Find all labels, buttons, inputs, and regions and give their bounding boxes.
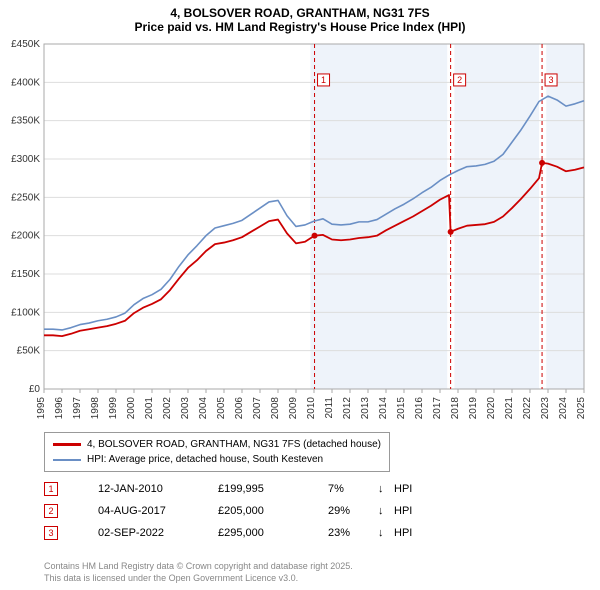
svg-text:2005: 2005 (216, 397, 227, 420)
marker-row: 2 04-AUG-2017£205,00029%↓HPI (44, 500, 424, 522)
svg-text:£50K: £50K (17, 346, 41, 357)
footer-line2: This data is licensed under the Open Gov… (44, 572, 353, 584)
svg-text:1999: 1999 (108, 397, 119, 420)
svg-text:2012: 2012 (342, 397, 353, 420)
down-arrow-icon: ↓ (378, 483, 394, 495)
svg-text:2002: 2002 (162, 397, 173, 420)
title-area: 4, BOLSOVER ROAD, GRANTHAM, NG31 7FS Pri… (0, 0, 600, 36)
svg-text:2011: 2011 (324, 397, 335, 419)
chart-container: 4, BOLSOVER ROAD, GRANTHAM, NG31 7FS Pri… (0, 0, 600, 590)
marker-suffix: HPI (394, 505, 424, 517)
svg-text:2010: 2010 (306, 397, 317, 420)
marker-price: £295,000 (218, 527, 328, 539)
svg-text:1998: 1998 (90, 397, 101, 420)
title-line2: Price paid vs. HM Land Registry's House … (0, 20, 600, 34)
marker-price: £205,000 (218, 505, 328, 517)
down-arrow-icon: ↓ (378, 505, 394, 517)
legend-swatch-price-paid (53, 443, 81, 446)
svg-text:£300K: £300K (11, 154, 40, 165)
marker-id-box: 3 (44, 526, 58, 540)
svg-text:2007: 2007 (252, 397, 263, 420)
svg-text:£250K: £250K (11, 192, 40, 203)
svg-text:2023: 2023 (540, 397, 551, 420)
svg-text:£400K: £400K (11, 77, 40, 88)
svg-text:2001: 2001 (144, 397, 155, 420)
svg-text:2016: 2016 (414, 397, 425, 420)
svg-text:2009: 2009 (288, 397, 299, 420)
legend-label-hpi: HPI: Average price, detached house, Sout… (87, 452, 323, 467)
marker-row: 1 12-JAN-2010£199,9957%↓HPI (44, 478, 424, 500)
footer: Contains HM Land Registry data © Crown c… (44, 560, 353, 584)
svg-text:1996: 1996 (54, 397, 65, 420)
markers-table: 112-JAN-2010£199,9957%↓HPI204-AUG-2017£2… (44, 478, 424, 544)
svg-text:£450K: £450K (11, 39, 40, 50)
svg-text:2025: 2025 (576, 397, 587, 420)
marker-id-box: 1 (44, 482, 58, 496)
svg-text:2024: 2024 (558, 397, 569, 420)
svg-text:2008: 2008 (270, 397, 281, 420)
svg-text:£200K: £200K (11, 231, 40, 242)
svg-text:3: 3 (549, 75, 554, 85)
svg-text:£100K: £100K (11, 307, 40, 318)
footer-line1: Contains HM Land Registry data © Crown c… (44, 560, 353, 572)
legend-row-hpi: HPI: Average price, detached house, Sout… (53, 452, 381, 467)
svg-text:2006: 2006 (234, 397, 245, 420)
marker-pct: 29% (328, 505, 378, 517)
marker-suffix: HPI (394, 527, 424, 539)
svg-text:2017: 2017 (432, 397, 443, 420)
price-chart: £0 £50K £100K £150K £200K £250K £300K £350K £400… (0, 38, 600, 430)
svg-text:2014: 2014 (378, 397, 389, 420)
marker-pct: 7% (328, 483, 378, 495)
marker-date: 02-SEP-2022 (98, 527, 218, 539)
svg-text:£350K: £350K (11, 116, 40, 127)
legend-row-price-paid: 4, BOLSOVER ROAD, GRANTHAM, NG31 7FS (de… (53, 437, 381, 452)
svg-text:1995: 1995 (36, 397, 47, 420)
svg-text:2018: 2018 (450, 397, 461, 420)
legend-label-price-paid: 4, BOLSOVER ROAD, GRANTHAM, NG31 7FS (de… (87, 437, 381, 452)
svg-text:1: 1 (321, 75, 326, 85)
svg-text:2021: 2021 (504, 397, 515, 420)
svg-text:2004: 2004 (198, 397, 209, 420)
svg-text:2: 2 (457, 75, 462, 85)
title-line1: 4, BOLSOVER ROAD, GRANTHAM, NG31 7FS (0, 6, 600, 20)
svg-text:£150K: £150K (11, 269, 40, 280)
marker-row: 3 02-SEP-2022£295,00023%↓HPI (44, 522, 424, 544)
legend-swatch-hpi (53, 459, 81, 461)
svg-text:2020: 2020 (486, 397, 497, 420)
down-arrow-icon: ↓ (378, 527, 394, 539)
svg-text:2003: 2003 (180, 397, 191, 420)
marker-price: £199,995 (218, 483, 328, 495)
svg-text:2000: 2000 (126, 397, 137, 420)
marker-date: 04-AUG-2017 (98, 505, 218, 517)
marker-pct: 23% (328, 527, 378, 539)
svg-text:2015: 2015 (396, 397, 407, 420)
svg-text:2019: 2019 (468, 397, 479, 420)
legend-box: 4, BOLSOVER ROAD, GRANTHAM, NG31 7FS (de… (44, 432, 390, 472)
marker-id-box: 2 (44, 504, 58, 518)
marker-date: 12-JAN-2010 (98, 483, 218, 495)
svg-text:£0: £0 (29, 384, 41, 395)
svg-text:1997: 1997 (72, 397, 83, 420)
svg-text:2013: 2013 (360, 397, 371, 420)
svg-text:2022: 2022 (522, 397, 533, 420)
marker-suffix: HPI (394, 483, 424, 495)
